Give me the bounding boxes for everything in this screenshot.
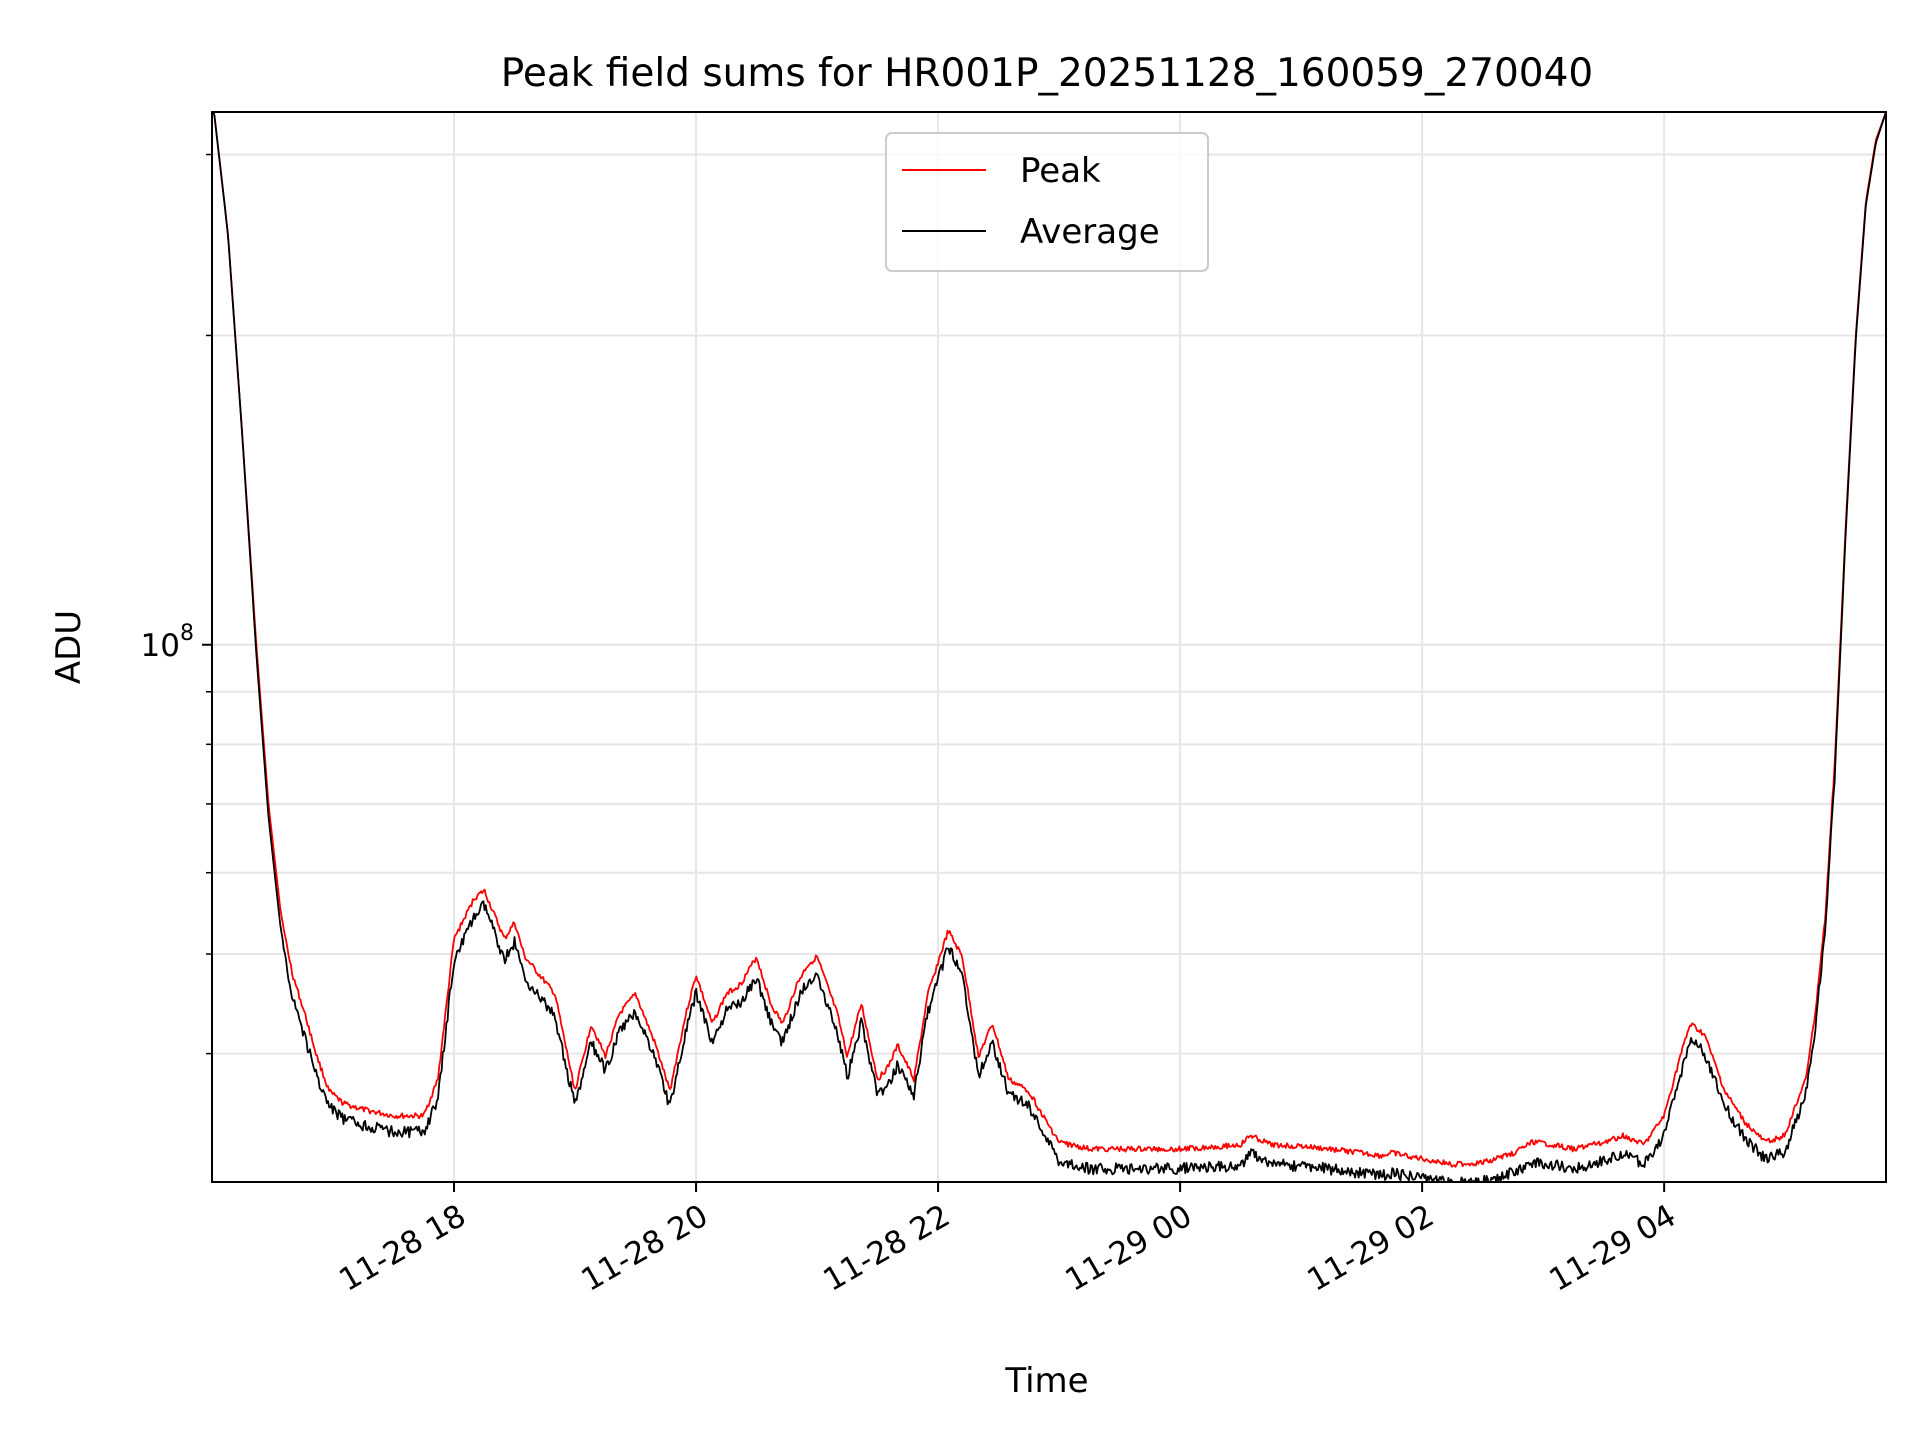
legend-label-average: Average <box>1020 212 1160 252</box>
grid <box>212 112 1886 1182</box>
series-line-average <box>212 112 1886 1182</box>
x-axis-label: Time <box>1004 1361 1088 1401</box>
y-tick-label: 108 <box>141 621 194 664</box>
plot-frame <box>211 111 1887 1183</box>
series-layer <box>212 112 1886 1182</box>
legend-label-peak: Peak <box>1020 151 1101 191</box>
chart-title: Peak field sums for HR001P_20251128_1600… <box>501 51 1593 96</box>
legend-box <box>885 132 1209 272</box>
y-axis-label: ADU <box>49 610 89 684</box>
series-line-peak <box>212 112 1886 1168</box>
plot-area <box>212 112 1886 1182</box>
legend: Peak Average <box>885 132 1209 272</box>
